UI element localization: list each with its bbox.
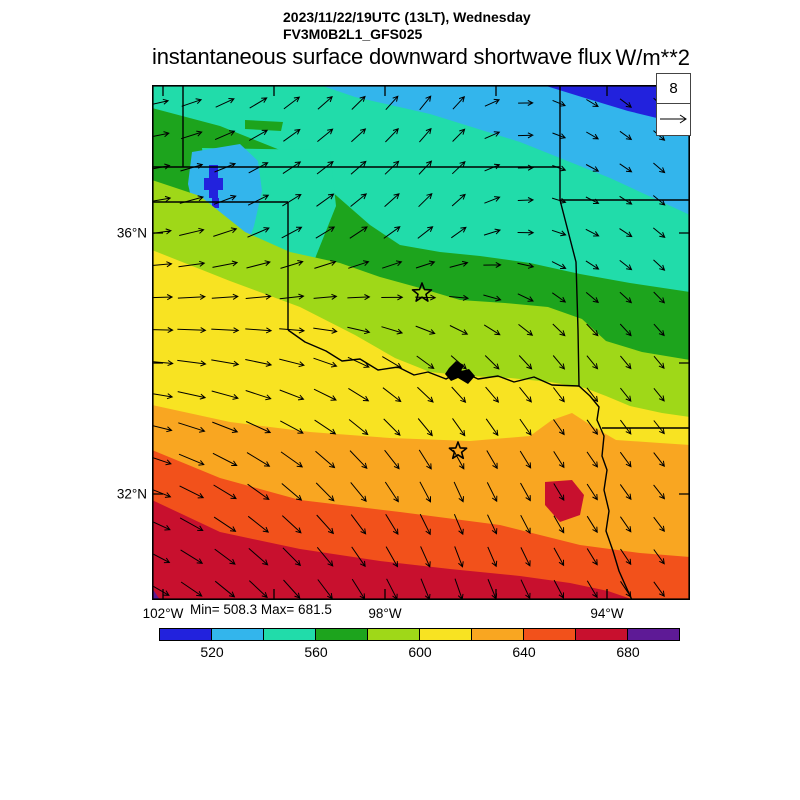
reference-vector-arrow-icon	[660, 114, 687, 124]
colorbar-segment-2	[211, 628, 264, 641]
colorbar-segment-4	[315, 628, 368, 641]
colorbar-segment-9	[575, 628, 628, 641]
colorbar-segment-10	[627, 628, 680, 641]
band-crimson-band	[152, 500, 634, 600]
colorbar-segment-6	[419, 628, 472, 641]
reference-vector-value: 8	[657, 74, 690, 104]
header-datetime: 2023/11/22/19UTC (13LT), Wednesday	[283, 9, 531, 25]
colorbar-segment-1	[159, 628, 212, 641]
colorbar-segment-7	[471, 628, 524, 641]
reference-vector-box: 8	[656, 73, 691, 136]
city-star-marker-1	[411, 282, 433, 302]
colorbar-tick-label: 520	[200, 644, 224, 660]
colorbar	[159, 628, 680, 641]
band-darkblue-mark-3	[212, 198, 219, 208]
band-crimson-blob	[545, 480, 584, 522]
map-frame	[152, 85, 690, 600]
lake-texoma	[445, 361, 475, 384]
lat-label: 36°N	[116, 225, 147, 241]
colorbar-tick-label: 560	[304, 644, 328, 660]
axis-ticks	[152, 85, 690, 600]
minmax-stats: Min= 508.3 Max= 681.5	[190, 602, 332, 617]
page-title: instantaneous surface downward shortwave…	[152, 44, 612, 69]
city-star-marker-2	[448, 441, 468, 460]
colorbar-tick-label: 600	[408, 644, 432, 660]
colorbar-segment-8	[523, 628, 576, 641]
wind-vector-field	[152, 95, 666, 600]
band-darkblue-mark-2	[204, 178, 223, 190]
colorbar-tick-label: 640	[512, 644, 536, 660]
band-cyan-top	[320, 85, 690, 215]
border-tx-east	[578, 385, 633, 600]
lon-label: 94°W	[590, 606, 624, 621]
header-model-id: FV3M0B2L1_GFS025	[283, 26, 423, 42]
colorbar-segment-3	[263, 628, 316, 641]
colorbar-tick-label: 680	[616, 644, 640, 660]
band-purple-corner	[152, 588, 160, 600]
border-ok-ar	[559, 199, 580, 387]
map-canvas	[152, 85, 690, 600]
units-label: W/m**2	[615, 45, 690, 70]
band-darkblue-corner	[543, 85, 690, 126]
colorbar-segment-5	[367, 628, 420, 641]
lat-label: 32°N	[116, 486, 147, 502]
river-red	[287, 329, 580, 387]
lon-label: 102°W	[142, 606, 184, 621]
band-green-dash	[245, 120, 283, 131]
lon-label: 98°W	[368, 606, 402, 621]
